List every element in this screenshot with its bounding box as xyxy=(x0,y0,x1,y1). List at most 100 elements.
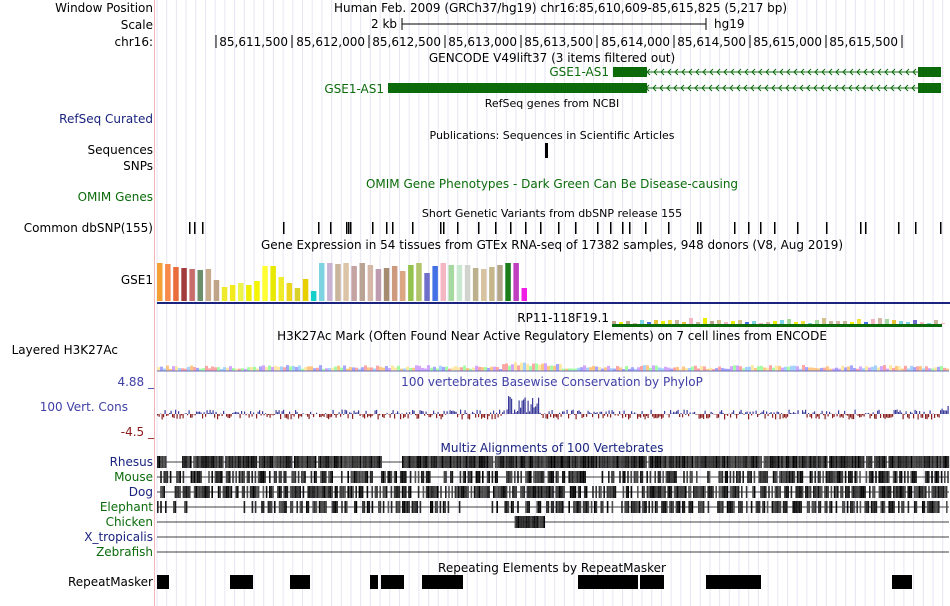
multiz-rhesus-block xyxy=(738,456,740,468)
h3k27ac-signal xyxy=(532,363,535,371)
publications-track-title[interactable]: Publications: Sequences in Scientific Ar… xyxy=(429,129,675,142)
h3k27ac-track-label[interactable]: Layered H3K27Ac xyxy=(11,343,118,357)
multiz-mouse-block xyxy=(683,471,685,483)
snps-track-label[interactable]: SNPs xyxy=(123,159,153,173)
multiz-species-zebrafish[interactable]: Zebrafish xyxy=(96,545,153,559)
multiz-elephant-block xyxy=(296,501,298,513)
multiz-rhesus-block xyxy=(606,456,609,468)
h3k27ac-signal xyxy=(169,368,172,371)
multiz-rhesus-block xyxy=(614,456,617,468)
multiz-elephant-block xyxy=(786,501,788,513)
phylop-positive xyxy=(376,409,378,414)
phylop-positive xyxy=(719,411,721,414)
phylop-positive xyxy=(479,410,481,414)
multiz-species-chicken[interactable]: Chicken xyxy=(105,515,153,529)
multiz-rhesus-block xyxy=(246,456,248,468)
phylop-negative xyxy=(379,414,381,416)
multiz-mouse-block xyxy=(726,471,728,483)
multiz-rhesus-block xyxy=(350,456,352,468)
repeatmasker-track-title[interactable]: Repeating Elements by RepeatMasker xyxy=(438,561,666,575)
multiz-rhesus-block xyxy=(462,456,465,468)
multiz-mouse-block xyxy=(772,471,775,483)
multiz-rhesus-block xyxy=(358,456,360,468)
multiz-species-elephant[interactable]: Elephant xyxy=(99,500,153,514)
phylop-positive xyxy=(196,411,198,414)
multiz-dog-block xyxy=(160,486,162,498)
multiz-rhesus-block xyxy=(946,456,948,468)
phylop-positive xyxy=(820,413,822,414)
multiz-mouse-block xyxy=(793,471,796,483)
phylop-positive xyxy=(677,409,679,414)
phylop-track-label[interactable]: 100 Vert. Cons xyxy=(39,400,128,414)
dbsnp-track-title[interactable]: Short Genetic Variants from dbSNP releas… xyxy=(421,207,683,220)
h3k27ac-track-title[interactable]: H3K27Ac Mark (Often Found Near Active Re… xyxy=(277,329,827,343)
phylop-negative xyxy=(271,414,273,415)
multiz-dog-block xyxy=(184,486,186,498)
phylop-positive xyxy=(731,412,733,414)
gtex-tissue-bar-small xyxy=(906,322,910,324)
h3k27ac-signal xyxy=(223,367,226,371)
phylop-negative xyxy=(703,414,705,419)
h3k27ac-signal xyxy=(721,367,724,371)
multiz-elephant-block xyxy=(322,501,324,513)
multiz-rhesus-block xyxy=(866,456,868,468)
multiz-rhesus-block xyxy=(161,456,164,468)
phylop-positive xyxy=(517,410,519,414)
gtex-gene-label[interactable]: GSE1 xyxy=(120,273,153,287)
phylop-negative xyxy=(625,414,627,418)
multiz-mouse-block xyxy=(536,471,538,483)
phylop-negative xyxy=(709,414,711,418)
sequences-track-label[interactable]: Sequences xyxy=(87,143,153,157)
h3k27ac-signal xyxy=(616,365,619,371)
phylop-negative xyxy=(937,414,939,417)
gencode-transcript-label-1[interactable]: GSE1-AS1 xyxy=(549,65,609,79)
refseq-track-title[interactable]: RefSeq genes from NCBI xyxy=(484,97,620,110)
multiz-rhesus-block xyxy=(210,456,213,468)
phylop-positive xyxy=(296,411,298,414)
gencode-transcript-1-strand-arrow xyxy=(891,68,896,76)
multiz-rhesus-block xyxy=(581,456,583,468)
omim-track-title[interactable]: OMIM Gene Phenotypes - Dark Green Can Be… xyxy=(365,177,739,191)
multiz-species-mouse[interactable]: Mouse xyxy=(114,470,153,484)
multiz-rhesus-block xyxy=(372,456,374,468)
multiz-species-xtropicalis[interactable]: X_tropicalis xyxy=(84,530,153,544)
dbsnp-track-label[interactable]: Common dbSNP(155) xyxy=(23,221,153,235)
dbsnp-variant-tick xyxy=(597,222,599,234)
h3k27ac-signal xyxy=(544,363,547,371)
phylop-negative xyxy=(320,414,322,418)
multiz-rhesus-block xyxy=(560,456,562,468)
multiz-elephant-block xyxy=(586,501,588,513)
dbsnp-variant-tick xyxy=(318,222,320,234)
multiz-species-rhesus[interactable]: Rhesus xyxy=(109,455,153,469)
multiz-dog-block xyxy=(854,486,857,498)
gencode-track-title[interactable]: GENCODE V49lift37 (3 items filtered out) xyxy=(428,51,676,65)
dbsnp-variant-tick xyxy=(622,222,624,234)
refseq-track-label[interactable]: RefSeq Curated xyxy=(59,112,153,126)
multiz-elephant-block xyxy=(635,501,638,513)
multiz-rhesus-block xyxy=(837,456,839,468)
omim-track-label[interactable]: OMIM Genes xyxy=(77,190,153,204)
multiz-rhesus-block xyxy=(650,456,652,468)
phylop-positive xyxy=(350,412,352,414)
multiz-rhesus-block xyxy=(199,456,202,468)
multiz-elephant-block xyxy=(395,501,398,513)
multiz-dog-block xyxy=(848,486,850,498)
multiz-dog-block xyxy=(393,486,396,498)
h3k27ac-signal xyxy=(415,365,418,371)
gtex-gene2-label[interactable]: RP11-118F19.1 xyxy=(517,311,609,325)
multiz-track-title[interactable]: Multiz Alignments of 100 Vertebrates xyxy=(440,441,664,455)
gtex-track-title[interactable]: Gene Expression in 54 tissues from GTEx … xyxy=(260,238,844,252)
multiz-rhesus-block xyxy=(888,456,890,468)
phylop-negative xyxy=(269,414,271,418)
gencode-transcript-label-2[interactable]: GSE1-AS1 xyxy=(324,82,384,96)
repeatmasker-track-label[interactable]: RepeatMasker xyxy=(67,575,153,589)
multiz-rhesus-block xyxy=(586,456,588,468)
multiz-elephant-block xyxy=(552,501,554,513)
phylop-track-title[interactable]: 100 vertebrates Basewise Conservation by… xyxy=(401,375,703,389)
multiz-species-dog[interactable]: Dog xyxy=(128,485,153,499)
h3k27ac-signal xyxy=(250,366,253,371)
multiz-dog-block xyxy=(657,486,660,498)
multiz-elephant-block xyxy=(707,501,710,513)
phylop-negative xyxy=(859,414,861,418)
h3k27ac-signal xyxy=(274,365,277,371)
